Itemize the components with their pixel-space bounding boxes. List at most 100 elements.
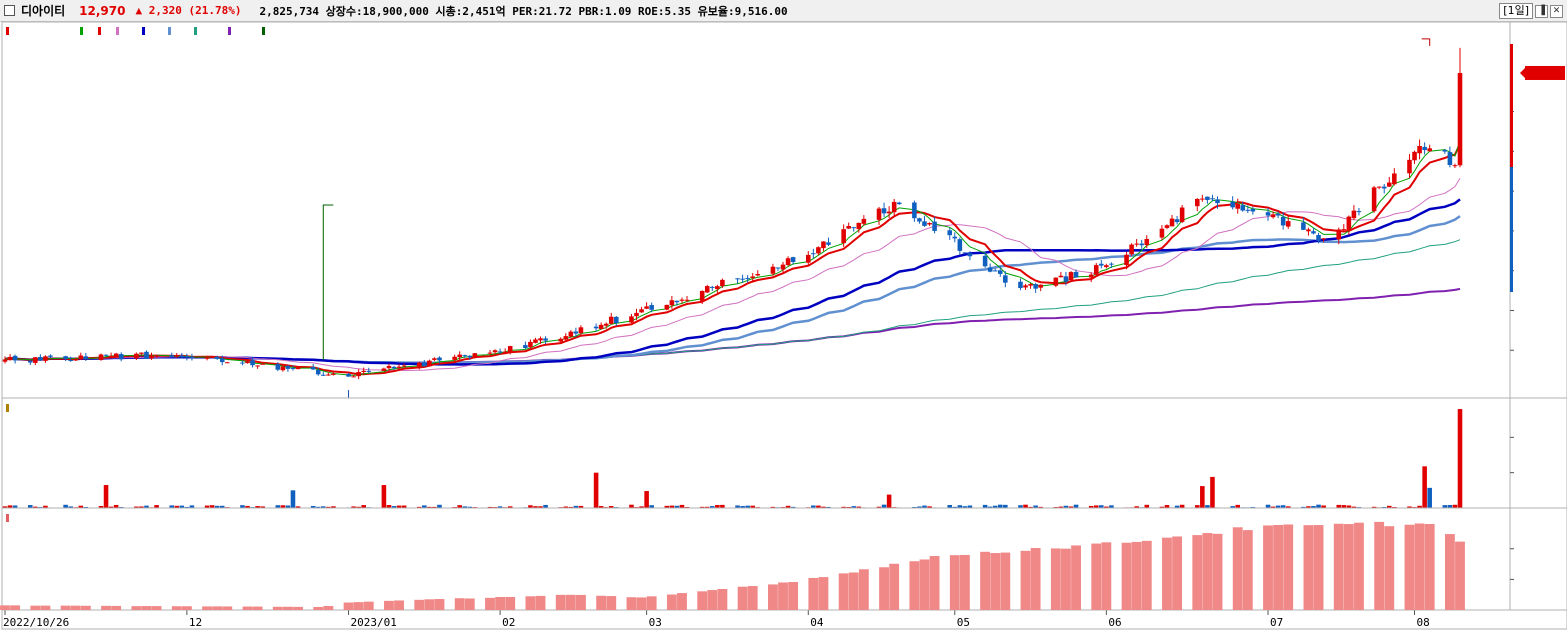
volume-bar bbox=[1321, 505, 1326, 508]
candle bbox=[912, 200, 917, 222]
volume-bar bbox=[639, 506, 644, 508]
candle-body bbox=[48, 355, 53, 357]
candle-body bbox=[1265, 212, 1271, 216]
price-axis-frame bbox=[1509, 21, 1567, 399]
x-tick-label: 08 bbox=[1417, 616, 1430, 629]
volume-bar bbox=[462, 506, 468, 508]
candle bbox=[1265, 207, 1271, 221]
select-checkbox[interactable] bbox=[4, 5, 15, 16]
candle-body bbox=[1407, 159, 1412, 174]
candle bbox=[1104, 263, 1109, 269]
candle-body bbox=[356, 372, 361, 377]
volume-bar bbox=[179, 505, 185, 508]
candle bbox=[876, 206, 882, 225]
candle bbox=[1321, 238, 1326, 243]
candle-body bbox=[917, 218, 922, 222]
foreign-bar bbox=[1303, 525, 1314, 610]
candle-body bbox=[538, 338, 543, 341]
candle bbox=[1144, 235, 1150, 249]
foreign-bar bbox=[555, 594, 566, 610]
foreign-bar bbox=[1313, 525, 1324, 610]
candle bbox=[331, 371, 336, 376]
volume-bar bbox=[538, 506, 543, 508]
candle bbox=[669, 295, 675, 309]
candle-body bbox=[320, 374, 326, 376]
candle bbox=[957, 237, 963, 255]
legend-ma-marker bbox=[116, 27, 119, 35]
foreign-bar bbox=[1192, 535, 1203, 610]
volume-bar bbox=[533, 506, 538, 508]
candle bbox=[1351, 205, 1357, 221]
volume-bar bbox=[750, 505, 755, 508]
candle-body bbox=[886, 211, 892, 214]
candle-body bbox=[1174, 219, 1180, 223]
volume-bar bbox=[1442, 505, 1448, 508]
volume-bar bbox=[710, 506, 715, 508]
volume-bar bbox=[1093, 505, 1099, 508]
candle-body bbox=[83, 356, 89, 360]
candle-body bbox=[174, 355, 180, 357]
candle-body bbox=[331, 373, 336, 375]
candle bbox=[487, 349, 493, 355]
candle-body bbox=[982, 255, 988, 267]
candle-body bbox=[315, 370, 321, 375]
volume-bar bbox=[1336, 504, 1342, 508]
candle-body bbox=[310, 367, 316, 370]
volume-bar bbox=[396, 505, 402, 508]
foreign-bar bbox=[30, 605, 41, 610]
restore-icon[interactable]: ▐ bbox=[1535, 4, 1548, 18]
volume-bar bbox=[992, 505, 998, 508]
candle bbox=[1134, 239, 1139, 247]
candle bbox=[209, 356, 215, 359]
volume-bar bbox=[331, 506, 336, 508]
candle-body bbox=[98, 354, 104, 361]
candle-body bbox=[1275, 214, 1281, 216]
candle bbox=[578, 325, 584, 336]
candle bbox=[1023, 283, 1028, 290]
foreign-bar bbox=[525, 596, 536, 610]
foreign-bar bbox=[646, 596, 657, 610]
candle bbox=[1164, 224, 1170, 230]
volume-bar bbox=[285, 505, 291, 508]
volume-bar bbox=[927, 506, 932, 508]
candle bbox=[538, 336, 543, 344]
candle bbox=[886, 206, 892, 218]
foreign-bar bbox=[858, 569, 869, 610]
foreign-bar bbox=[778, 582, 788, 610]
candle bbox=[149, 352, 154, 360]
volume-bar bbox=[255, 506, 260, 508]
candle-body bbox=[391, 366, 397, 369]
candle bbox=[326, 372, 331, 376]
volume-bar bbox=[1003, 504, 1008, 508]
candle bbox=[1341, 224, 1347, 232]
candle-body bbox=[346, 373, 351, 377]
foreign-bar bbox=[181, 606, 192, 610]
volume-bar bbox=[7, 505, 13, 508]
candle-body bbox=[1392, 173, 1397, 185]
candle-body bbox=[1179, 207, 1185, 222]
volume-bar bbox=[260, 506, 265, 508]
candle bbox=[952, 232, 958, 243]
volume-bar bbox=[1058, 506, 1064, 508]
foreign-bar bbox=[1404, 524, 1415, 610]
candle bbox=[1381, 183, 1387, 194]
candle-body bbox=[68, 359, 73, 361]
candle-body bbox=[679, 299, 685, 301]
foreign-bar bbox=[313, 606, 324, 610]
foreign-bar bbox=[606, 596, 617, 610]
foreign-bar bbox=[1212, 533, 1223, 610]
candle bbox=[770, 263, 776, 276]
period-selector[interactable]: [1일] bbox=[1499, 3, 1533, 19]
candle bbox=[98, 353, 104, 361]
candle-body bbox=[290, 368, 296, 370]
candle bbox=[204, 355, 210, 361]
candle-body bbox=[139, 352, 144, 354]
candle-body bbox=[209, 357, 215, 359]
candle bbox=[1386, 176, 1392, 187]
foreign-bar bbox=[1202, 533, 1213, 610]
volume-bar bbox=[1417, 505, 1422, 508]
close-icon[interactable]: ✕ bbox=[1550, 4, 1563, 18]
candle-body bbox=[598, 324, 604, 329]
price-panel-frame bbox=[1, 21, 1511, 399]
candle bbox=[1301, 217, 1306, 231]
